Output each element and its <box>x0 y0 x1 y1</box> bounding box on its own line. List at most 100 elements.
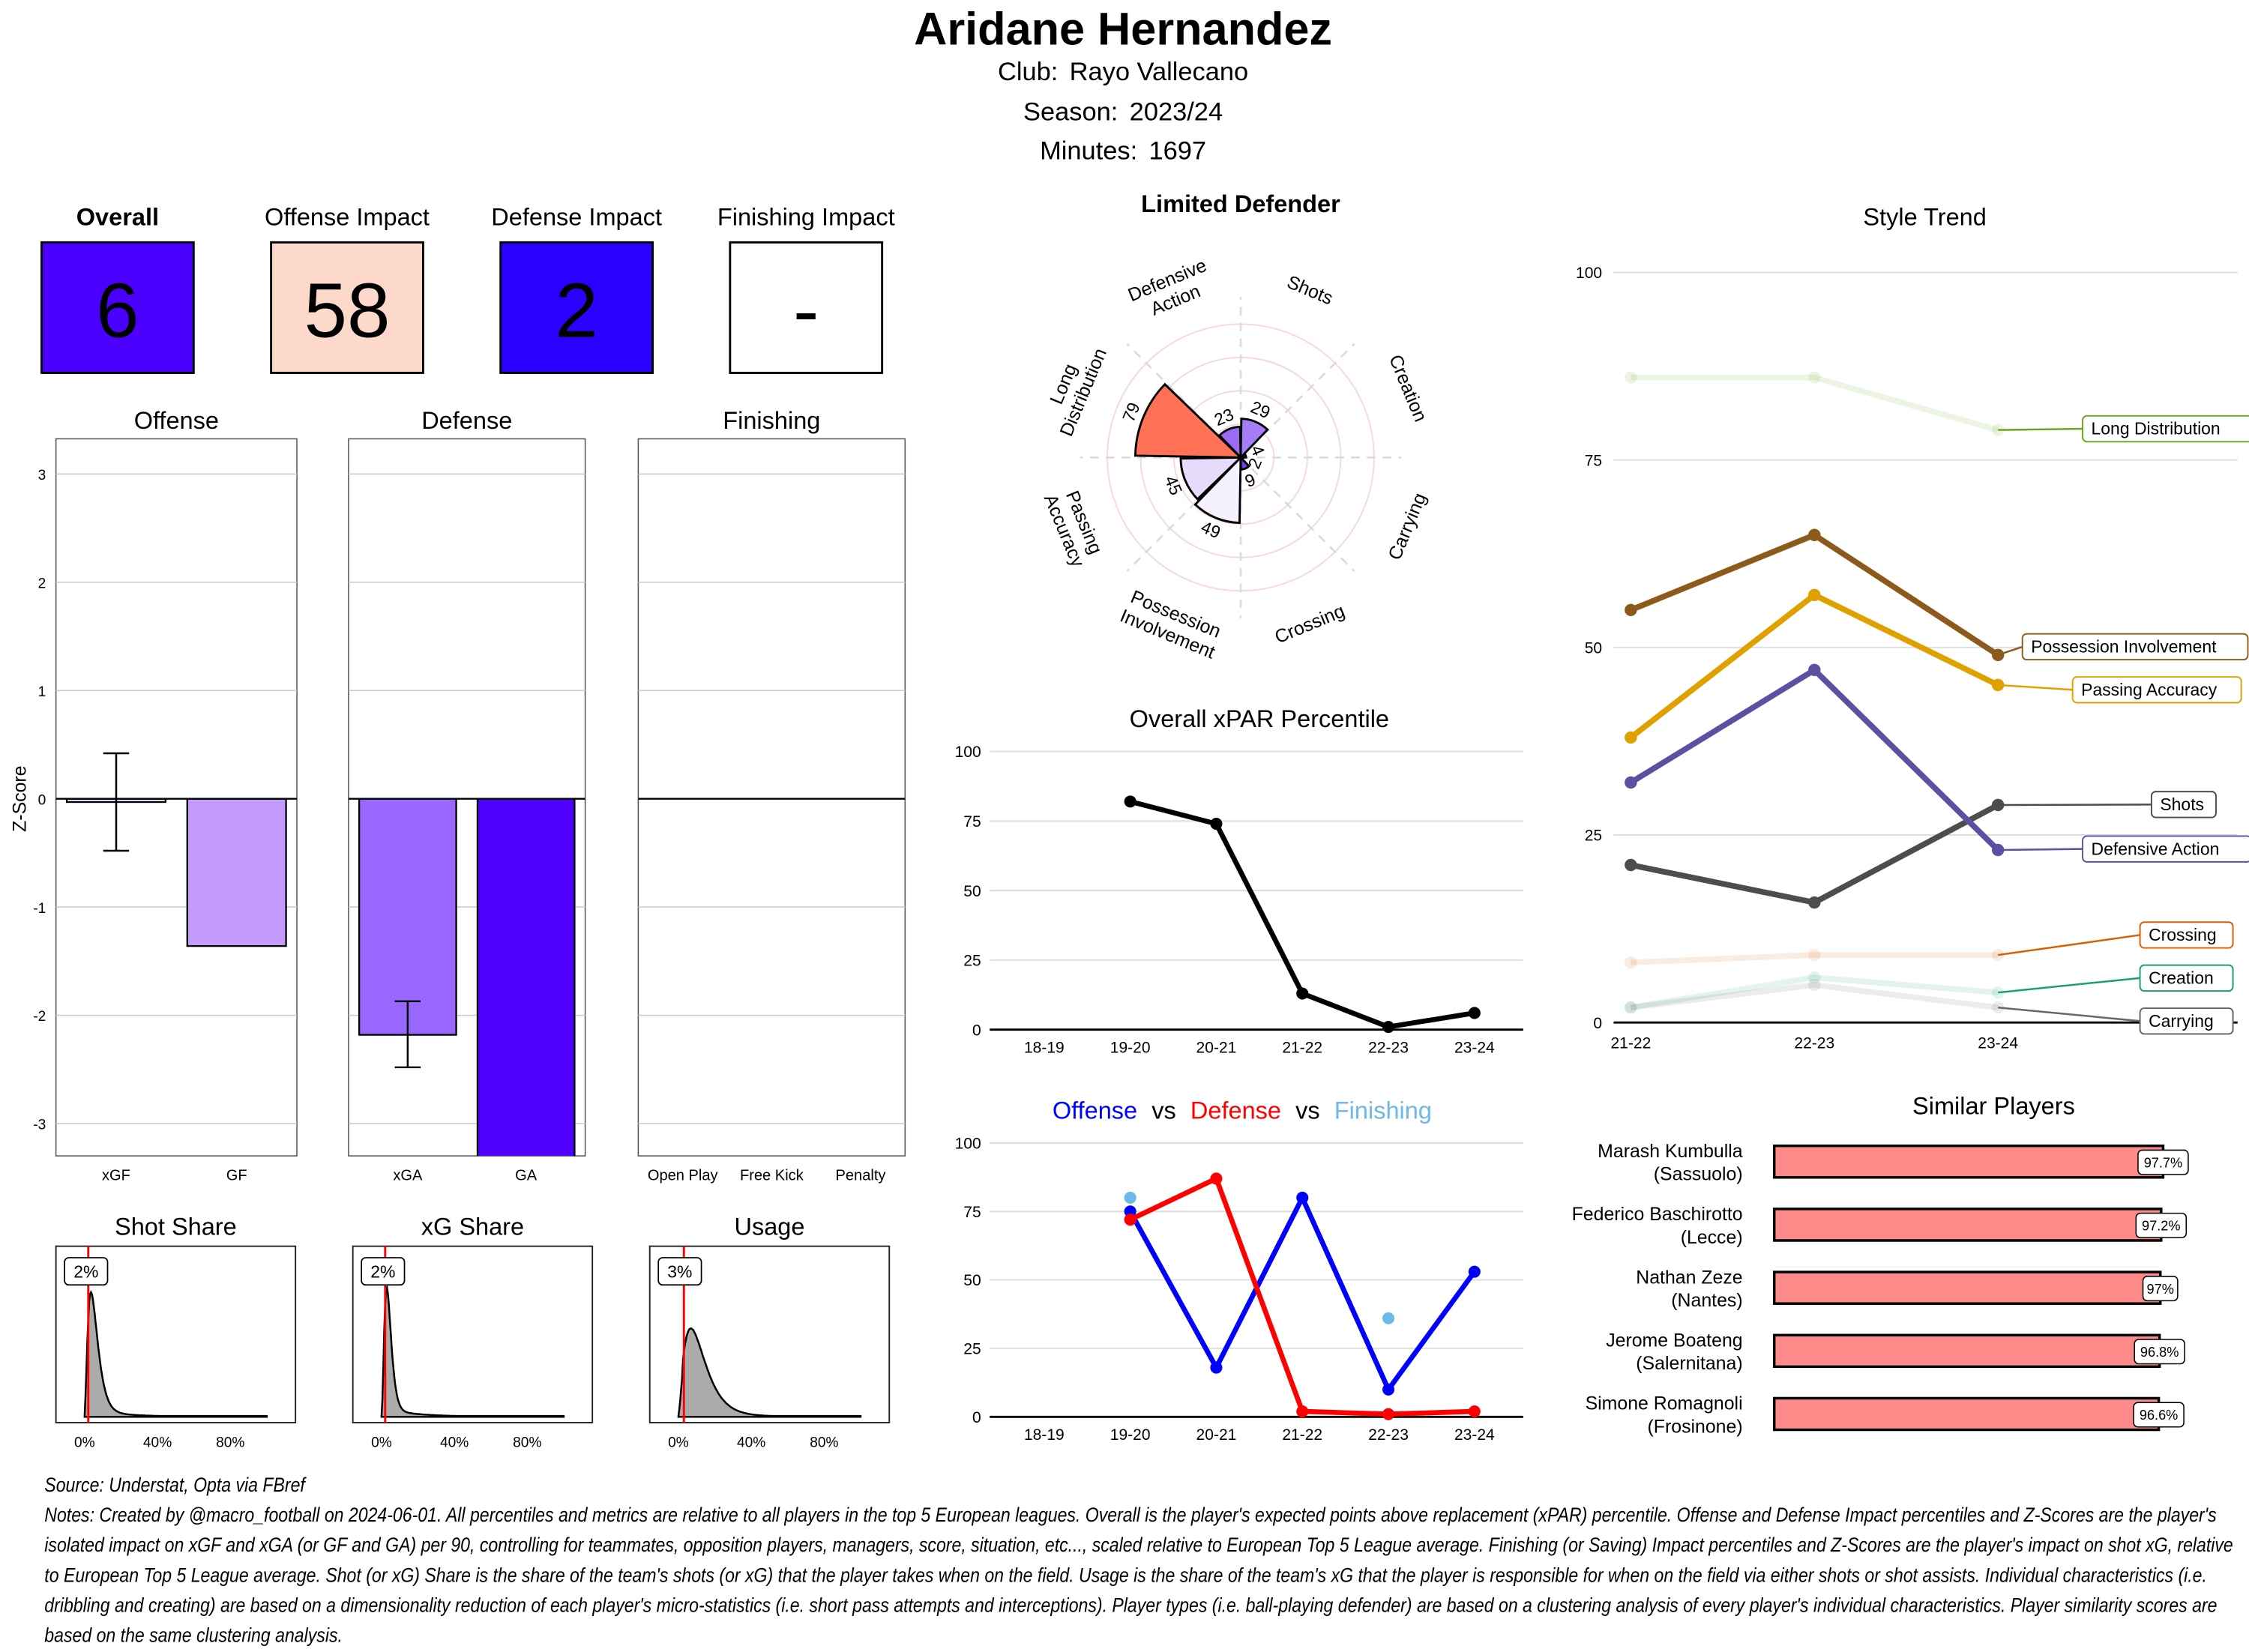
impact-box-offense-impact: Offense Impact 58 <box>265 203 430 374</box>
series-point <box>1808 371 1821 384</box>
ovd-series-finishing <box>1124 1191 1395 1324</box>
xpar-title: Overall xPAR Percentile <box>1130 705 1389 732</box>
minutes-value: 1697 <box>1149 136 1207 165</box>
series-point <box>1625 956 1637 969</box>
zscore-axis-label: Z-Score <box>9 765 30 831</box>
polar-category-label-line: Crossing <box>1271 600 1347 648</box>
series-line <box>1129 1175 1475 1417</box>
polar-spoke <box>1126 456 1241 572</box>
x-tick-label: 0% <box>74 1435 95 1450</box>
value-label-box <box>361 1257 406 1286</box>
series-point <box>1210 1361 1223 1374</box>
series-label-box <box>2139 1007 2234 1035</box>
polar-category-label-line: Shots <box>1284 271 1336 309</box>
polar-category-label-line: Creation <box>1385 352 1431 425</box>
zscore-panel-offense: Offense xGF GF <box>55 407 298 1184</box>
x-tick-label: Penalty <box>835 1168 885 1184</box>
style-series-defensive-action: Defensive Action <box>1625 663 2249 863</box>
zscore-panel-finishing: Finishing Open Play Free Kick Penalty <box>637 407 906 1184</box>
series-label-box <box>2139 921 2234 949</box>
polar-bar-shots <box>1239 417 1269 460</box>
panel-frame <box>55 438 298 1157</box>
series-label-box <box>2082 835 2249 863</box>
label-connector <box>1998 977 2140 994</box>
series-point <box>1808 663 1821 677</box>
polar-bar-passing-accuracy <box>1179 456 1244 501</box>
impact-label: Offense Impact <box>265 203 430 230</box>
impact-box-finishing-impact: Finishing Impact - <box>717 203 895 374</box>
season-line: Season: 2023/24 <box>1023 98 1223 127</box>
x-tick-label: 0% <box>371 1435 392 1450</box>
polar-category-label: PassingAccuracy <box>1040 483 1109 570</box>
zscore-bar-gf <box>186 798 287 947</box>
polar-category-label: Shots <box>1284 271 1336 309</box>
series-line <box>1631 952 1999 965</box>
similarity-value: 97.7% <box>2144 1155 2182 1170</box>
series-point <box>1625 858 1637 872</box>
density-curve <box>677 1327 862 1418</box>
series-point <box>1382 1383 1395 1396</box>
series-label: Crossing <box>2149 925 2217 944</box>
label-connector <box>1998 848 2083 851</box>
series-point <box>1124 1214 1136 1226</box>
density-curve <box>380 1285 565 1418</box>
player-name: Simone Romagnoli <box>1586 1393 1743 1414</box>
zscore-bar-ga <box>476 798 576 1157</box>
series-point <box>1991 423 2005 436</box>
player-type-polar-chart: Limited Defender29Shots4Creation2Carryin… <box>1040 190 1431 663</box>
panel-frame <box>348 438 586 1157</box>
similar-player-row: Jerome Boateng(Salernitana) 96.8% <box>1606 1330 2185 1374</box>
x-tick-label: 22-23 <box>1794 1035 1834 1052</box>
minutes-label: Minutes: <box>1040 136 1137 165</box>
series-label-box <box>2021 633 2249 661</box>
series-label-box <box>2150 791 2217 819</box>
polar-title: Limited Defender <box>1141 190 1340 217</box>
y-tick-label: 75 <box>963 813 981 830</box>
polar-category-label: Creation <box>1385 352 1431 425</box>
similarity-bar <box>1772 1333 2161 1369</box>
similarity-bar <box>1772 1208 2163 1242</box>
x-tick-label: 40% <box>143 1435 172 1450</box>
impact-value: - <box>793 267 819 354</box>
player-club: (Salernitana) <box>1636 1353 1742 1374</box>
ovd-title: Offense vs Defense vs Finishing <box>1053 1097 1432 1124</box>
x-tick-label: 40% <box>440 1435 469 1450</box>
polar-category-label: DefensiveAction <box>1125 255 1218 326</box>
similarity-bar <box>1772 1396 2161 1432</box>
polar-bar-possession-involvement <box>1193 454 1242 524</box>
y-tick-label: 25 <box>963 1341 981 1358</box>
x-tick-label: GF <box>226 1168 247 1184</box>
x-tick-label: 21-22 <box>1610 1035 1651 1052</box>
y-tick-label: 100 <box>1576 265 1602 282</box>
density-title: Shot Share <box>115 1213 237 1240</box>
series-point <box>1625 1001 1637 1014</box>
x-tick-label: Free Kick <box>740 1168 804 1184</box>
style-trend-title: Style Trend <box>1863 203 1986 230</box>
density-usage: Usage 3% 0% 40% 80% <box>648 1213 891 1450</box>
y-tick-label: 25 <box>963 953 981 970</box>
xpar-percentile-chart: Overall xPAR Percentile 0 25 50 75 100 18-19 19… <box>955 705 1523 1056</box>
x-tick-label: 19-20 <box>1110 1039 1151 1056</box>
style-series-creation: Creation <box>1625 964 2234 1014</box>
polar-category-label: Crossing <box>1271 600 1347 648</box>
bars <box>358 798 576 1157</box>
series-line <box>1630 974 1999 1010</box>
density-xg-share: xG Share 2% 0% 40% 80% <box>352 1213 594 1450</box>
series-label-box <box>2082 414 2249 443</box>
series-point <box>1808 948 1821 962</box>
polar-bar-long-distribution <box>1133 382 1244 459</box>
series-point <box>1625 1001 1637 1014</box>
x-tick-label: 0% <box>668 1435 689 1450</box>
impact-boxes: Overall 6 Offense Impact 58 Defense Impact 2 F… <box>40 203 895 374</box>
x-tick-label: 20-21 <box>1196 1426 1237 1444</box>
player-name: Federico Baschirotto <box>1572 1204 1743 1225</box>
x-tick-label: 21-22 <box>1282 1039 1322 1056</box>
y-tick-label: 75 <box>963 1204 981 1221</box>
similarity-value: 97% <box>2147 1282 2174 1297</box>
value-label-box <box>657 1257 702 1286</box>
similar-players-chart: Similar Players Marash Kumbulla(Sassuolo)… <box>1572 1093 2189 1437</box>
ovd-title-part: vs <box>1151 1097 1176 1124</box>
similarity-label-box <box>2137 1149 2189 1175</box>
